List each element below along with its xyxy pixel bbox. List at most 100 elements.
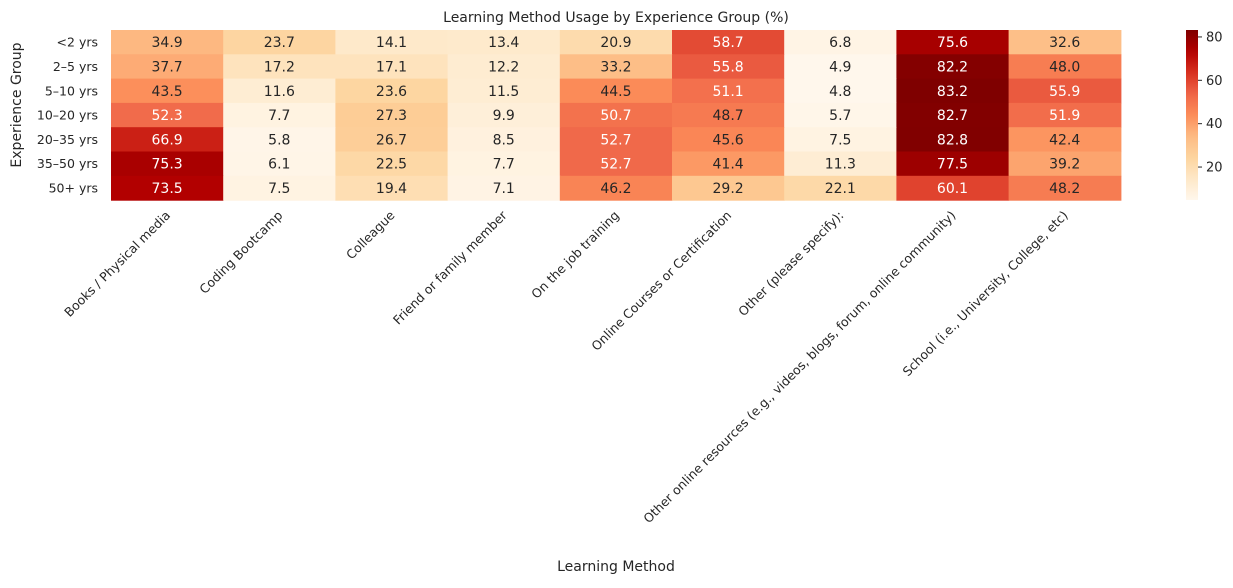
colorbar-tick-label: 20 [1206, 161, 1223, 176]
cell-value-label: 83.2 [937, 84, 968, 100]
heatmap-cell [896, 127, 1010, 153]
heatmap-cell [111, 175, 224, 201]
cell-value-label: 51.1 [713, 84, 744, 100]
cell-value-label: 17.2 [264, 59, 295, 75]
heatmap-cell [335, 78, 449, 104]
heatmap-cell [335, 102, 449, 128]
cell-value-label: 22.5 [376, 157, 407, 173]
heatmap-cell [223, 175, 336, 201]
heatmap-cell [896, 175, 1010, 201]
heatmap-cell [335, 30, 449, 55]
heatmap-cell [1008, 175, 1122, 201]
heatmap-cell [335, 151, 449, 177]
cell-value-label: 75.6 [937, 35, 968, 51]
heatmap-cell [896, 54, 1010, 80]
cell-value-label: 55.8 [713, 59, 744, 75]
cell-value-label: 48.0 [1049, 59, 1080, 75]
heatmap-cell [896, 151, 1010, 177]
x-tick-label: Friend or family member [390, 207, 510, 327]
heatmap-cell [672, 102, 785, 128]
heatmap-cell [223, 54, 336, 80]
cell-value-label: 52.7 [600, 132, 631, 148]
cell-value-label: 73.5 [152, 181, 183, 197]
y-tick-label: 5–10 yrs [45, 83, 98, 98]
colorbar-tick-label: 60 [1206, 74, 1223, 89]
heatmap-cell [111, 30, 224, 55]
cell-value-label: 11.3 [825, 157, 856, 173]
heatmap-cell [335, 175, 449, 201]
cell-value-label: 12.2 [488, 59, 519, 75]
cell-value-label: 11.6 [264, 84, 295, 100]
heatmap-cell [1008, 78, 1122, 104]
heatmap-cell [559, 54, 673, 80]
heatmap-cell [111, 102, 224, 128]
cell-value-label: 82.2 [937, 59, 968, 75]
cell-value-label: 32.6 [1049, 35, 1080, 51]
heatmap-cell [784, 78, 897, 104]
x-tick-label: Coding Bootcamp [196, 208, 285, 297]
heatmap-cell [223, 151, 336, 177]
cell-value-label: 20.9 [600, 35, 631, 51]
cell-value-label: 7.5 [268, 181, 290, 197]
heatmap-cell [784, 127, 897, 153]
cell-value-label: 44.5 [600, 84, 631, 100]
cell-value-label: 29.2 [713, 181, 744, 197]
cell-value-label: 33.2 [600, 59, 631, 75]
cell-value-label: 66.9 [152, 132, 183, 148]
cell-value-label: 7.1 [493, 181, 515, 197]
cell-value-label: 52.3 [152, 108, 183, 124]
cell-value-label: 22.1 [825, 181, 856, 197]
heatmap-cell [784, 30, 897, 55]
heatmap-cell [1008, 102, 1122, 128]
heatmap-cell [111, 54, 224, 80]
cell-value-label: 39.2 [1049, 157, 1080, 173]
cell-value-label: 17.1 [376, 59, 407, 75]
x-tick-labels: Books / Physical media Coding Bootcamp Col… [61, 207, 1071, 526]
heatmap-cell [223, 30, 336, 55]
cell-value-label: 9.9 [493, 108, 515, 124]
x-tick-label: Books / Physical media [61, 208, 173, 320]
cell-value-label: 50.7 [600, 108, 631, 124]
cell-value-label: 48.7 [713, 108, 744, 124]
heatmap-cell [784, 54, 897, 80]
cell-value-label: 43.5 [152, 84, 183, 100]
cell-value-label: 82.8 [937, 132, 968, 148]
heatmap-cell [559, 175, 673, 201]
heatmap-cell [447, 102, 561, 128]
cell-value-label: 77.5 [937, 157, 968, 173]
cell-value-label: 45.6 [713, 132, 744, 148]
heatmap-cell [559, 102, 673, 128]
cell-value-label: 51.9 [1049, 108, 1080, 124]
cell-value-label: 27.3 [376, 108, 407, 124]
cell-value-label: 52.7 [600, 157, 631, 173]
heatmap-cell [559, 127, 673, 153]
cell-value-label: 34.9 [152, 35, 183, 51]
cell-value-label: 7.7 [493, 157, 515, 173]
y-axis-label: Experience Group [9, 42, 25, 167]
x-tick-label: Colleague [343, 207, 398, 262]
cell-value-label: 6.8 [829, 35, 851, 51]
y-tick-label: 20–35 yrs [37, 132, 98, 147]
cell-value-label: 19.4 [376, 181, 407, 197]
heatmap-cell [559, 30, 673, 55]
heatmap-cell [223, 102, 336, 128]
heatmap-cell [1008, 54, 1122, 80]
cell-value-label: 42.4 [1049, 132, 1080, 148]
cell-value-label: 55.9 [1049, 84, 1080, 100]
cell-value-label: 37.7 [152, 59, 183, 75]
colorbar-tick-label: 80 [1206, 30, 1223, 45]
cell-value-label: 7.5 [829, 132, 851, 148]
heatmap-cell [672, 30, 785, 55]
heatmap-cell [784, 102, 897, 128]
cell-value-label: 11.5 [488, 84, 519, 100]
cell-value-label: 23.6 [376, 84, 407, 100]
colorbar-ticks: 20 40 60 80 [1198, 30, 1223, 176]
heatmap-cell [447, 175, 561, 201]
heatmap-cell [447, 127, 561, 153]
cell-value-label: 6.1 [268, 157, 290, 173]
cell-value-label: 13.4 [488, 35, 519, 51]
x-axis-label: Learning Method [557, 559, 675, 575]
cell-value-label: 41.4 [713, 157, 744, 173]
cell-value-label: 48.2 [1049, 181, 1080, 197]
heatmap-cell [335, 127, 449, 153]
